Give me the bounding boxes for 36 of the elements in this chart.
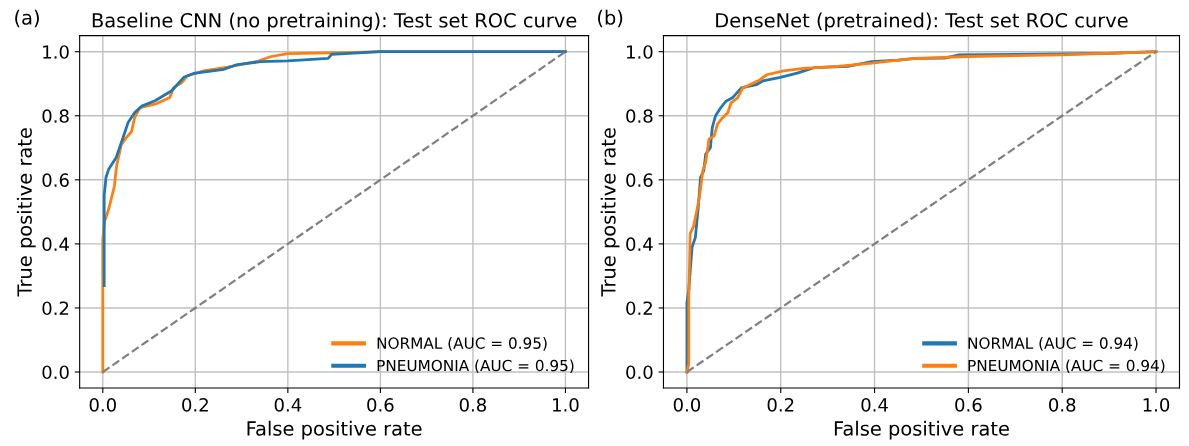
- y-tick-label: 1.0: [43, 45, 69, 59]
- x-axis-title: False positive rate: [834, 420, 1009, 440]
- x-tick-label: 0.0: [673, 398, 701, 412]
- chart-title: DenseNet (pretrained): Test set ROC curve: [716, 12, 1128, 32]
- y-tick-label: 0.8: [42, 109, 69, 123]
- x-tick-label: 0.8: [459, 398, 487, 412]
- y-tick-label: 0.8: [626, 109, 653, 123]
- legend-label: NORMAL (AUC = 0.95): [377, 337, 547, 351]
- x-tick-label: 0.2: [182, 398, 208, 412]
- text: (b): [598, 9, 623, 28]
- y-tick-label: 0.0: [42, 365, 69, 380]
- x-tick-label: 0.4: [861, 398, 888, 412]
- x-tick-label: 0.4: [274, 398, 302, 412]
- x-tick-label: 1.0: [1143, 398, 1170, 412]
- x-tick-label: 0.8: [1049, 398, 1076, 412]
- x-tick-label: 0.6: [955, 398, 982, 412]
- text: (a): [15, 9, 39, 28]
- y-axis-title: True positive rate: [600, 128, 620, 297]
- x-axis-title: False positive rate: [247, 420, 422, 440]
- x-tick-label: 0.6: [367, 398, 394, 412]
- y-tick-label: 1.0: [627, 45, 653, 59]
- x-tick-label: 0.0: [89, 398, 116, 412]
- legend-label: PNEUMONIA (AUC = 0.95): [377, 359, 574, 374]
- y-tick-label: 0.0: [626, 365, 653, 380]
- y-tick-label: 0.4: [42, 237, 69, 251]
- legend-label: PNEUMONIA (AUC = 0.94): [968, 359, 1165, 374]
- y-tick-label: 0.4: [626, 237, 653, 251]
- y-axis-title: True positive rate: [16, 128, 36, 297]
- x-tick-label: 1.0: [553, 398, 579, 412]
- legend-label: NORMAL (AUC = 0.94): [968, 337, 1138, 351]
- y-tick-label: 0.6: [42, 173, 69, 187]
- chart-title: Baseline CNN (no pretraining): Test set ROC curve: [92, 12, 577, 32]
- y-tick-label: 0.6: [626, 173, 653, 187]
- y-tick-label: 0.2: [626, 301, 652, 316]
- y-tick-label: 0.2: [42, 301, 69, 316]
- x-tick-label: 0.2: [767, 398, 794, 412]
